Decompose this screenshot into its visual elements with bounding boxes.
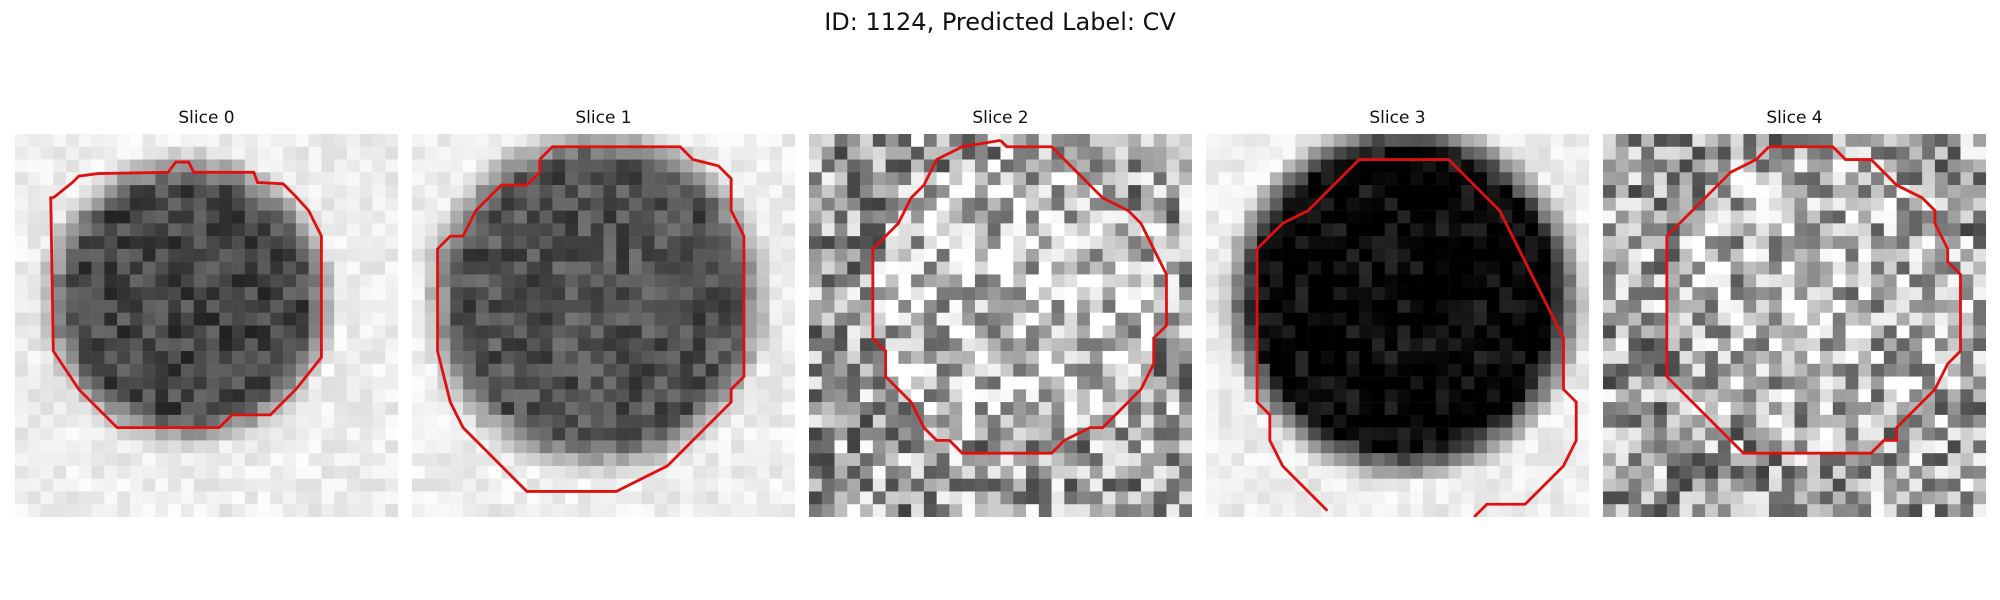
slice-panel-4: Slice 4 [1603, 108, 1986, 518]
slice-panel-3: Slice 3 [1206, 108, 1589, 518]
segmentation-contour [436, 145, 746, 493]
pixel-grid [1206, 134, 1589, 517]
slice-panel-2: Slice 2 [809, 108, 1192, 518]
slice-title: Slice 3 [1369, 108, 1426, 128]
slice-image [1206, 134, 1589, 517]
slice-image-svg [412, 134, 795, 517]
slice-image-svg [1206, 134, 1589, 517]
slice-title: Slice 4 [1766, 108, 1823, 128]
segmentation-contour [1255, 158, 1578, 517]
slice-title: Slice 1 [575, 108, 632, 128]
figure-title: ID: 1124, Predicted Label: CV [824, 8, 1176, 36]
slice-image [412, 134, 795, 517]
pixel-grid [412, 134, 795, 517]
slice-image-svg [809, 134, 1192, 517]
pixel-grid [15, 134, 398, 517]
slice-panel-0: Slice 0 [15, 108, 398, 518]
slice-image [15, 134, 398, 517]
slice-title: Slice 2 [972, 108, 1029, 128]
slice-panel-1: Slice 1 [412, 108, 795, 518]
slice-image-svg [15, 134, 398, 517]
pixel-grid [1603, 134, 1986, 517]
segmentation-contour [1665, 145, 1962, 455]
slice-image [809, 134, 1192, 517]
segmentation-contour [871, 138, 1168, 455]
segmentation-contour [49, 160, 323, 430]
slice-image [1603, 134, 1986, 517]
pixel-grid [809, 134, 1192, 517]
slice-title: Slice 0 [178, 108, 235, 128]
slice-image-svg [1603, 134, 1986, 517]
